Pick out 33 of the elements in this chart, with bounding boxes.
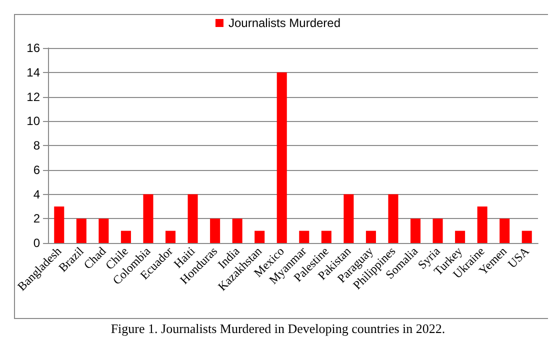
bar [455,230,466,243]
legend-label: Journalists Murdered [228,16,341,30]
y-tick-label: 4 [33,187,40,202]
bar [500,218,510,243]
bar [143,194,154,243]
bar [165,230,176,243]
bar [188,194,198,243]
bar [388,194,398,243]
bar [321,230,332,243]
y-tick-label: 12 [26,90,40,104]
y-tick-label: 14 [26,65,40,80]
bar [54,206,64,243]
bar [477,206,488,243]
bar [98,218,109,243]
bar [366,230,376,243]
y-tick-label: 0 [33,236,40,250]
bar [522,230,532,243]
bar [344,194,354,243]
y-tick-label: 8 [33,138,40,152]
bar [410,218,421,243]
bar [276,72,287,243]
bar [120,230,131,243]
bar [432,218,443,243]
bar [299,230,310,243]
bar [210,218,220,243]
y-tick-label: 6 [33,162,40,177]
bar [254,230,265,243]
y-tick-label: 2 [33,212,40,226]
y-tick-label: 10 [26,114,40,128]
y-tick-label: 16 [26,41,40,55]
bar [76,218,86,243]
caption: Figure 1. Journalists Murdered in Developing countries in 2022. [110,321,446,336]
bar [232,218,242,243]
